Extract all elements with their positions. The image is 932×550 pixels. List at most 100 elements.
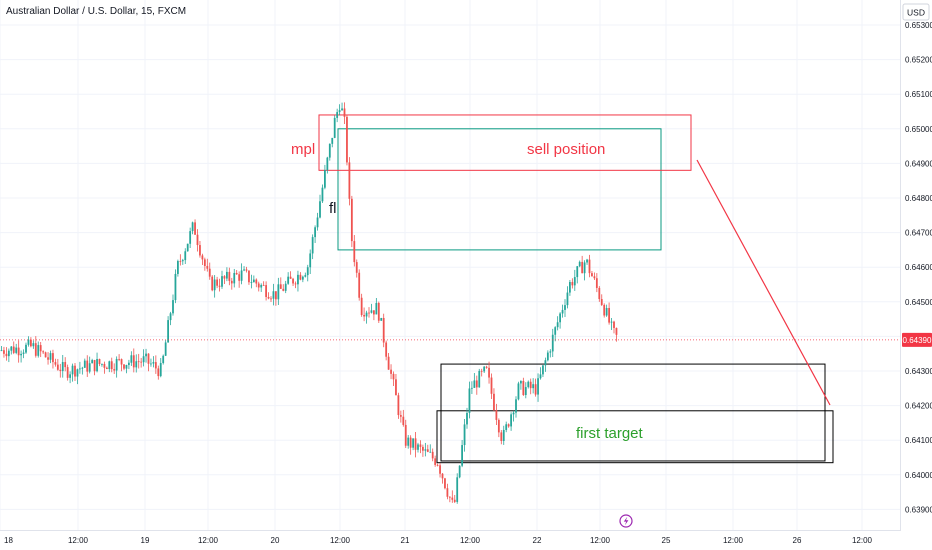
- candle: [169, 311, 172, 326]
- candle: [441, 472, 444, 484]
- candle: [375, 297, 378, 315]
- candle: [578, 260, 581, 268]
- candle: [7, 348, 10, 363]
- candle: [228, 267, 231, 286]
- sell-position-box[interactable]: [318, 114, 692, 171]
- candle: [613, 320, 615, 334]
- candle: [446, 483, 449, 500]
- price-tick-label: 0.64300: [905, 367, 932, 376]
- economic-event-icon[interactable]: [619, 514, 633, 528]
- candle: [216, 276, 218, 289]
- candle: [608, 302, 610, 325]
- candle: [546, 350, 549, 362]
- candle: [282, 284, 285, 292]
- candle: [230, 277, 233, 290]
- candle: [512, 410, 515, 422]
- candle: [145, 348, 147, 363]
- candle: [5, 347, 8, 361]
- candle: [10, 346, 13, 355]
- candle: [167, 316, 169, 343]
- first-target-box-inner[interactable]: [436, 410, 834, 464]
- candle: [191, 221, 194, 235]
- price-tick-label: 0.64900: [905, 159, 932, 168]
- time-axis[interactable]: 18 12:00 19 12:00 20 12:00 21 12:00 22 12:00 25 12:…: [0, 530, 901, 546]
- candle: [147, 353, 150, 372]
- candle: [412, 438, 414, 451]
- price-axis[interactable]: USD 0.65300 0.65200 0.65100 0.65000 0.64900 0…: [900, 0, 932, 530]
- candle: [500, 430, 503, 445]
- candle: [373, 310, 375, 321]
- candle: [74, 362, 76, 382]
- candle: [137, 353, 140, 369]
- time-tick-label: 12:00: [330, 536, 351, 545]
- candle: [478, 368, 481, 388]
- candle: [593, 272, 596, 281]
- candle: [201, 253, 204, 265]
- candle: [436, 463, 439, 467]
- time-tick-label: 12:00: [723, 536, 744, 545]
- candle: [471, 381, 473, 394]
- candle: [164, 340, 167, 356]
- candle: [515, 396, 517, 418]
- candle: [71, 363, 74, 382]
- candle: [444, 477, 446, 490]
- candle: [524, 382, 527, 399]
- candle: [128, 359, 130, 370]
- candle: [458, 465, 461, 479]
- candle: [409, 435, 412, 455]
- candle: [569, 280, 571, 296]
- candle: [135, 354, 138, 373]
- candle: [32, 340, 35, 349]
- candle: [350, 195, 353, 248]
- candle: [485, 365, 488, 369]
- candle: [123, 363, 125, 371]
- candle: [314, 225, 316, 244]
- candle: [113, 363, 116, 374]
- time-tick-label: 26: [793, 536, 802, 545]
- candle: [59, 363, 62, 378]
- candle: [402, 409, 405, 427]
- price-tick-label: 0.64200: [905, 402, 932, 411]
- currency-label: USD: [907, 8, 925, 18]
- candle: [174, 269, 177, 304]
- candle: [213, 275, 216, 298]
- candle: [434, 455, 437, 467]
- candle: [419, 440, 422, 454]
- candle: [66, 364, 69, 381]
- candle: [556, 316, 559, 331]
- candle: [152, 356, 155, 368]
- time-tick-label: 12:00: [460, 536, 481, 545]
- candle: [324, 164, 326, 190]
- candle: [98, 358, 101, 367]
- candle: [488, 361, 490, 384]
- candle: [473, 373, 476, 388]
- entry-zone-box[interactable]: [337, 128, 662, 251]
- fl-label: fl: [329, 200, 337, 217]
- candle: [395, 373, 397, 396]
- candle: [154, 355, 157, 374]
- candle: [22, 349, 25, 359]
- candle: [218, 278, 221, 292]
- candle: [534, 378, 537, 397]
- candle: [86, 355, 89, 377]
- candle: [355, 259, 358, 278]
- candle: [240, 263, 243, 285]
- candle: [505, 421, 508, 433]
- candle: [417, 442, 419, 453]
- projection-line[interactable]: [696, 159, 831, 406]
- candle: [495, 403, 498, 426]
- candle: [262, 281, 265, 286]
- candle: [331, 137, 334, 148]
- candle: [125, 364, 128, 374]
- candle: [520, 380, 522, 390]
- candle: [172, 294, 174, 316]
- candle: [336, 108, 339, 123]
- candle: [3, 346, 5, 358]
- candle: [348, 157, 351, 206]
- first-target-box-outer[interactable]: [440, 363, 826, 462]
- candle: [44, 351, 47, 358]
- candle: [304, 272, 307, 278]
- currency-badge[interactable]: [902, 3, 930, 21]
- candle: [306, 264, 309, 282]
